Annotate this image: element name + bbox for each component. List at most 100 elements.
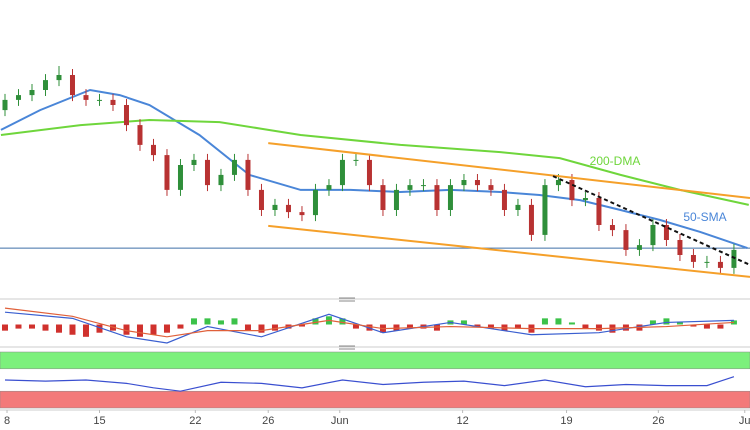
x-tick-label: 26 bbox=[262, 415, 274, 427]
trendline bbox=[268, 142, 750, 199]
series-label: 200-DMA bbox=[590, 154, 641, 168]
rsi-band bbox=[0, 351, 750, 370]
divider-handle[interactable] bbox=[339, 345, 355, 350]
candle-body bbox=[461, 180, 467, 186]
macd-bar bbox=[217, 320, 224, 325]
candle-body bbox=[731, 249, 737, 268]
macd-bar bbox=[339, 318, 346, 325]
candle-body bbox=[420, 185, 426, 187]
macd-bar bbox=[568, 322, 575, 325]
x-tick-label: 8 bbox=[4, 415, 10, 427]
macd-bar bbox=[460, 320, 467, 325]
candle-body bbox=[245, 159, 251, 190]
macd-bar bbox=[582, 324, 589, 329]
macd-bar bbox=[231, 318, 238, 325]
macd-bar bbox=[1, 324, 8, 331]
candle-body bbox=[83, 95, 89, 100]
macd-bar bbox=[595, 324, 602, 331]
candle-body bbox=[528, 204, 534, 235]
candle-body bbox=[380, 185, 386, 210]
macd-bar bbox=[352, 324, 359, 329]
candle-body bbox=[636, 245, 642, 250]
candle-body bbox=[15, 95, 21, 100]
candle-body bbox=[555, 180, 561, 186]
candle-body bbox=[677, 240, 683, 255]
candle-body bbox=[515, 204, 521, 210]
macd-line bbox=[4, 311, 734, 344]
x-tick-label: 19 bbox=[560, 415, 572, 427]
candle-body bbox=[353, 159, 359, 161]
macd-bar bbox=[258, 324, 265, 333]
macd-bar bbox=[190, 318, 197, 325]
macd-bar bbox=[82, 324, 89, 337]
x-tick-label: Ju bbox=[739, 415, 750, 427]
price-panel: 50-SMA 200-DMA bbox=[0, 66, 750, 278]
macd-bar bbox=[690, 324, 697, 327]
candle-body bbox=[717, 261, 723, 268]
macd-bar bbox=[717, 324, 724, 329]
candle-body bbox=[474, 180, 480, 186]
macd-bar bbox=[69, 324, 76, 335]
macd-bar bbox=[136, 324, 143, 337]
x-tick-label: 26 bbox=[652, 415, 664, 427]
candle-body bbox=[434, 185, 440, 210]
macd-bar bbox=[649, 320, 656, 325]
macd-bar bbox=[28, 324, 35, 329]
rsi-line bbox=[4, 376, 735, 392]
macd-bar bbox=[393, 324, 400, 331]
candle-body bbox=[407, 185, 413, 190]
candle-body bbox=[191, 159, 197, 165]
candle-body bbox=[569, 180, 575, 201]
macd-bar bbox=[271, 324, 278, 331]
candle-body bbox=[501, 189, 507, 210]
macd-bar bbox=[177, 324, 184, 329]
candle-body bbox=[542, 185, 548, 235]
candle-body bbox=[110, 99, 116, 105]
candle-body bbox=[299, 212, 305, 216]
candle-body bbox=[29, 90, 35, 96]
candle-body bbox=[488, 185, 494, 190]
candle-body bbox=[137, 125, 143, 145]
x-tick-label: 15 bbox=[93, 415, 105, 427]
candle-body bbox=[393, 189, 399, 210]
x-tick-label: 12 bbox=[456, 415, 468, 427]
macd-bar bbox=[703, 324, 710, 329]
candle-body bbox=[272, 204, 278, 210]
macd-bar bbox=[150, 324, 157, 335]
candle-body bbox=[177, 165, 183, 190]
candle-body bbox=[690, 255, 696, 262]
candle-body bbox=[150, 144, 156, 156]
macd-bar bbox=[298, 324, 305, 327]
trendline bbox=[552, 175, 750, 266]
macd-bar bbox=[663, 318, 670, 325]
candle-body bbox=[582, 198, 588, 201]
macd-bar bbox=[406, 324, 413, 329]
candle-body bbox=[56, 75, 62, 81]
macd-line bbox=[4, 307, 734, 338]
macd-bar bbox=[433, 324, 440, 331]
candle-body bbox=[609, 225, 615, 231]
candle-body bbox=[650, 225, 656, 246]
candle-body bbox=[204, 159, 210, 186]
candle-body bbox=[69, 75, 75, 96]
macd-bar bbox=[163, 324, 170, 333]
trendline bbox=[268, 224, 750, 278]
macd-bar bbox=[676, 322, 683, 325]
candle-body bbox=[2, 99, 8, 111]
x-tick-label: Jun bbox=[331, 415, 349, 427]
macd-bar bbox=[123, 324, 130, 335]
candle-body bbox=[596, 198, 602, 225]
macd-bar bbox=[312, 318, 319, 325]
candle-body bbox=[623, 230, 629, 250]
candle-body bbox=[42, 80, 48, 90]
macd-bar bbox=[541, 318, 548, 325]
divider-handle[interactable] bbox=[339, 297, 355, 302]
macd-bar bbox=[96, 324, 103, 333]
macd-bar bbox=[55, 324, 62, 333]
candle-body bbox=[96, 99, 102, 101]
macd-bar bbox=[487, 324, 494, 329]
macd-bar bbox=[244, 324, 251, 331]
candle-body bbox=[164, 155, 170, 190]
candle-body bbox=[123, 105, 129, 126]
